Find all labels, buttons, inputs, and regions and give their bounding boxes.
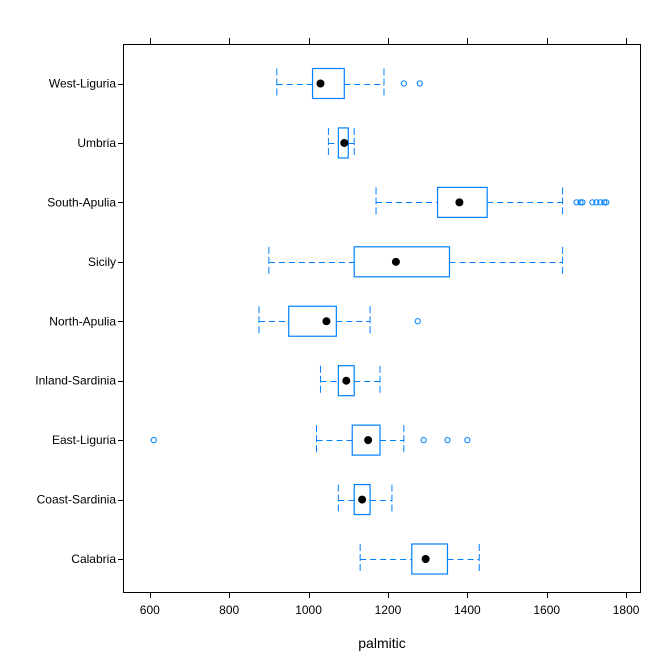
outlier-point [400,80,407,87]
box-group [359,543,480,575]
median-dot [364,436,373,445]
outlier-point [589,199,596,206]
box-iqr [436,186,488,218]
y-category-label: Umbria [77,136,116,150]
x-tick-label: 1800 [613,603,640,617]
box-group [337,483,393,516]
outlier-point [420,437,427,444]
x-tick-label: 600 [140,603,160,617]
box-iqr [353,246,451,278]
outlier-point [579,199,586,206]
outlier-point [603,199,610,206]
box-group [319,365,381,397]
box-iqr [411,543,449,575]
box-group [327,127,355,159]
median-dot [358,495,367,504]
median-dot [342,376,351,385]
outlier-point [573,199,580,206]
plot-frame [123,44,641,593]
outlier-point [416,80,423,87]
box-group [375,186,610,218]
outlier-point [577,199,584,206]
box-series [150,67,610,575]
x-axis-label: palmitic [358,635,405,651]
outlier-point [150,437,157,444]
outlier-point [597,199,604,206]
box-group [276,67,423,100]
y-category-label: Coast-Sardinia [37,493,117,507]
top-axis-ticks [150,38,627,44]
x-tick-label: 1200 [375,603,402,617]
y-category-label: Calabria [71,552,116,566]
y-category-label: West-Liguria [49,77,116,91]
box-iqr [337,365,355,397]
outlier-point [414,318,421,325]
y-category-label: Inland-Sardinia [35,374,116,388]
box-iqr [353,483,371,516]
box-group [150,424,471,456]
outlier-point [601,199,608,206]
median-dot [340,138,349,147]
outlier-point [464,437,471,444]
x-tick-label: 1600 [533,603,560,617]
x-tick-labels: 600 800 1000 1200 1400 1600 1800 [140,603,640,617]
median-dot [391,257,400,266]
x-tick-label: 1000 [295,603,322,617]
y-category-labels: West-Liguria Umbria South-Apulia Sicily Nort… [35,77,116,567]
outlier-point [593,199,600,206]
median-dot [316,79,325,88]
median-dot [322,317,331,326]
y-category-label: Sicily [88,255,116,269]
x-tick-label: 800 [219,603,239,617]
box-iqr [311,67,345,100]
y-category-label: North-Apulia [49,314,116,328]
box-iqr [351,424,381,456]
box-group [268,246,564,278]
box-iqr [288,305,337,337]
y-category-label: South-Apulia [47,195,116,209]
y-category-label: East-Liguria [52,433,116,447]
x-tick-label: 1400 [454,603,481,617]
outlier-point [444,437,451,444]
median-dot [421,555,430,563]
box-group [258,305,421,337]
median-dot [455,198,464,207]
